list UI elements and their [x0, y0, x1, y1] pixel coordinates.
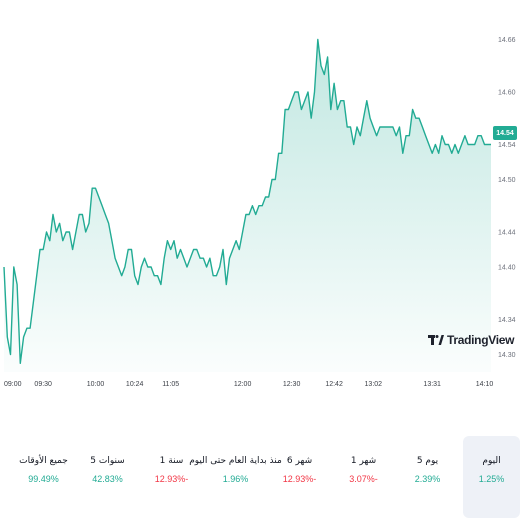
y-tick-label: 14.50 [498, 177, 516, 184]
x-tick-label: 12:42 [325, 381, 343, 388]
chart-canvas[interactable]: 14.66 14.60 14.54 14.50 14.44 14.40 14.34 14.30… [0, 0, 520, 400]
x-tick-label: 12:30 [283, 381, 301, 388]
period-tab[interactable]: 5 يوم 2.39% [399, 436, 456, 518]
price-line [3, 38, 491, 364]
period-change-value: 1.25% [478, 474, 505, 484]
x-tick-label: 12:00 [234, 381, 252, 388]
period-label: 5 يوم [416, 456, 439, 466]
y-tick-label: 14.60 [498, 90, 516, 97]
period-change-value: 12.93%- [154, 474, 189, 484]
period-tab[interactable]: اليوم 1.25% [463, 436, 520, 518]
period-label: 5 سنوات [90, 456, 125, 466]
x-tick-label: 13:31 [423, 381, 441, 388]
period-tab[interactable]: 6 شهر 12.93%- [271, 436, 328, 518]
y-tick-label: 14.40 [498, 265, 516, 272]
y-tick-label: 14.54 [498, 142, 516, 149]
period-change-value: 1.96% [222, 474, 249, 484]
x-tick-label: 10:00 [87, 381, 105, 388]
x-tick-label: 13:02 [365, 381, 383, 388]
tradingview-logo-icon [428, 335, 444, 345]
y-tick-label: 14.66 [498, 37, 516, 44]
period-tab[interactable]: منذ بداية العام حتى اليوم 1.96% [189, 436, 282, 518]
x-tick-label: 11:05 [162, 381, 179, 388]
performance-periods: اليوم 1.25% 5 يوم 2.39% 1 شهر 3.07%- 6 شهر 12.9… [8, 436, 520, 518]
x-tick-label: 14:10 [476, 381, 494, 388]
x-tick-label: 09:30 [34, 381, 52, 388]
x-tick-label: 09:00 [4, 381, 22, 388]
period-label: 1 شهر [350, 456, 377, 466]
y-tick-label: 14.34 [498, 317, 516, 324]
period-tab[interactable]: 5 سنوات 42.83% [79, 436, 136, 518]
y-tick-label: 14.44 [498, 230, 516, 237]
period-change-value: 99.49% [28, 474, 59, 484]
period-change-value: 42.83% [92, 474, 123, 484]
tradingview-watermark: TradingView [428, 333, 514, 347]
current-price-badge: 14.54 [493, 126, 517, 140]
price-chart[interactable]: 14.66 14.60 14.54 14.50 14.44 14.40 14.34 14.30… [0, 0, 520, 400]
period-label: جميع الأوقات [19, 456, 68, 466]
period-change-value: 2.39% [414, 474, 441, 484]
y-tick-label: 14.30 [498, 352, 516, 359]
period-label: منذ بداية العام حتى اليوم [189, 456, 282, 466]
period-label: 1 سنة [159, 456, 184, 466]
period-tab[interactable]: 1 سنة 12.93%- [143, 436, 200, 518]
period-tab[interactable]: جميع الأوقات 99.49% [15, 436, 72, 518]
period-tab[interactable]: 1 شهر 3.07%- [335, 436, 392, 518]
x-tick-label: 10:24 [126, 381, 144, 388]
price-area [4, 39, 491, 372]
tradingview-wordmark: TradingView [447, 333, 515, 347]
period-change-value: 3.07%- [349, 474, 378, 484]
period-change-value: 12.93%- [282, 474, 317, 484]
period-label: اليوم [482, 456, 501, 466]
period-label: 6 شهر [286, 456, 313, 466]
